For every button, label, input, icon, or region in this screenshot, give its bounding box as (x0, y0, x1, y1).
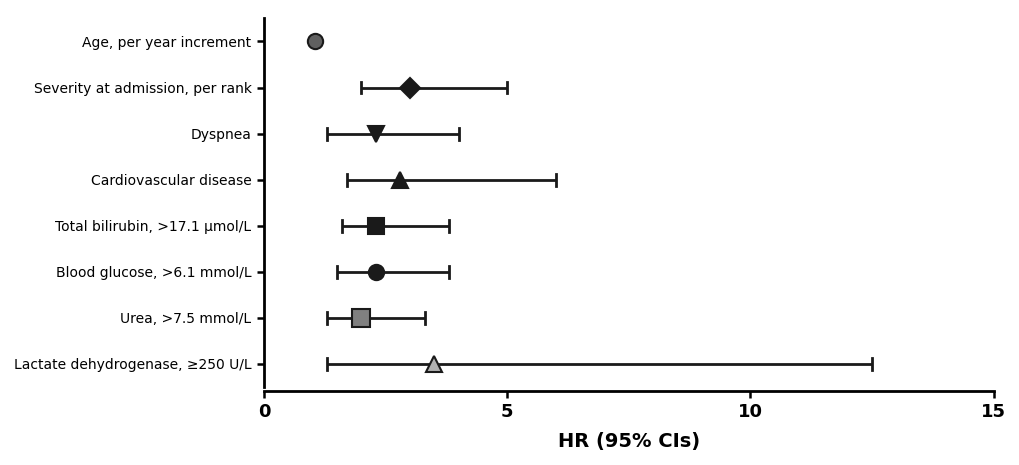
X-axis label: HR (95% CIs): HR (95% CIs) (557, 432, 699, 451)
